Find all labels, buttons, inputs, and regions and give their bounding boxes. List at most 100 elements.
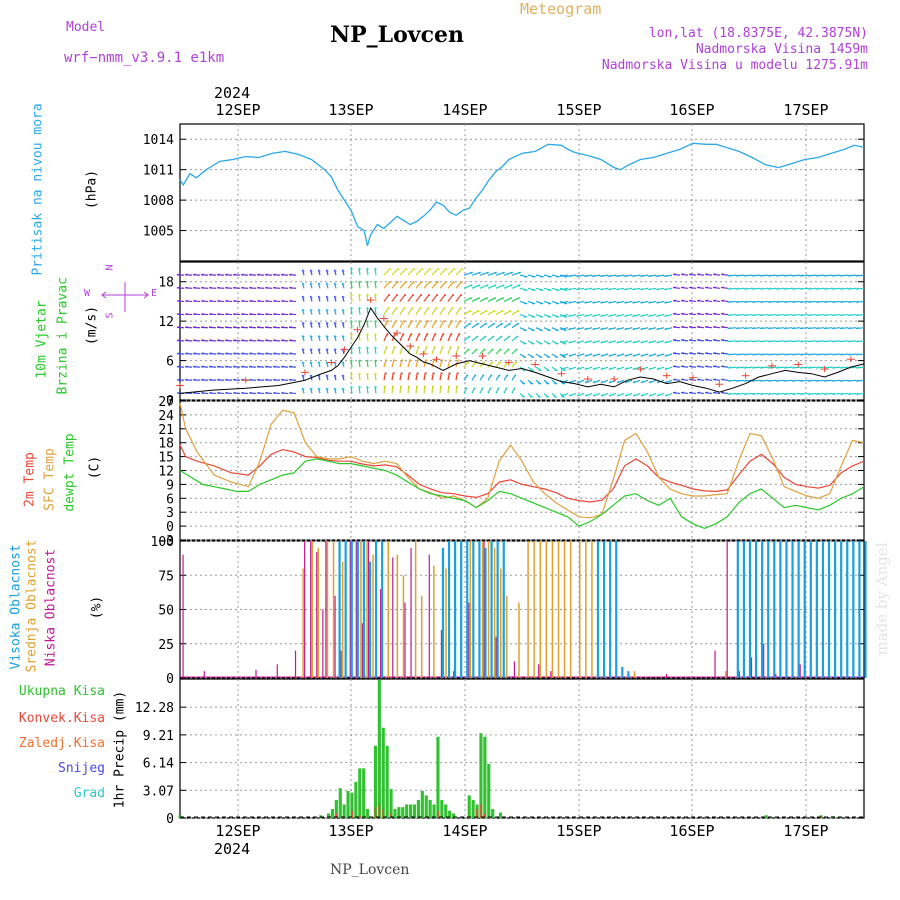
wind-arrow-head — [318, 295, 321, 298]
wind-arrow-head — [775, 392, 779, 395]
wind-arrow-head — [386, 346, 389, 349]
wind-arrow-head — [192, 365, 196, 368]
wind-arrow-head — [600, 380, 604, 384]
wind-arrow-head — [280, 365, 284, 368]
wind-arrow-head — [374, 333, 377, 336]
wind-arrow — [309, 295, 313, 302]
wind-arrow-head — [751, 366, 755, 369]
total-rain-bar — [401, 807, 405, 818]
wind-arrow-head — [576, 287, 579, 291]
wind-arrow — [487, 322, 495, 329]
wind-arrow-head — [200, 326, 204, 328]
convective-rain-bar — [480, 804, 482, 818]
wind-arrow-head — [546, 369, 550, 372]
wind-arrow-head — [326, 269, 329, 272]
wind-arrow-head — [469, 310, 472, 313]
model-name: wrf−nmm_v3.9.1 e1km — [64, 50, 225, 66]
wind-arrow-head — [456, 372, 459, 375]
total-rain-bar — [385, 745, 389, 818]
wind-arrow-head — [823, 274, 827, 277]
wind-arrow-head — [288, 286, 292, 289]
total-rain-bar — [498, 812, 503, 818]
wind-arrow — [431, 346, 436, 355]
wind-arrow-head — [411, 320, 414, 323]
wind-arrow-head — [272, 378, 276, 381]
wind-arrow-head — [656, 394, 660, 397]
wind-arrow-head — [366, 307, 369, 310]
wind-arrow-head — [600, 341, 603, 344]
wind-arrow-head — [342, 387, 345, 390]
wind-arrow — [309, 335, 313, 342]
wind-arrow — [439, 306, 446, 315]
wind-arrow-head — [232, 312, 236, 315]
wind-arrow-head — [592, 367, 595, 370]
wind-arrow — [309, 269, 313, 276]
wind-arrow-head — [318, 361, 321, 364]
wind-arrow-head — [334, 374, 337, 377]
wind-arrow-head — [783, 274, 787, 277]
wind-arrow — [487, 361, 493, 368]
wind-arrow-head — [721, 312, 725, 315]
wind-arrow-head — [783, 392, 787, 395]
wind-arrow — [439, 293, 446, 302]
wind-arrow-head — [656, 354, 659, 357]
wind-arrow-head — [608, 341, 611, 344]
wind-arrow — [471, 348, 478, 355]
wind-arrow-head — [176, 286, 180, 289]
wind-arrow-head — [632, 287, 635, 291]
wind-arrow-head — [576, 327, 579, 330]
wind-arrow — [431, 372, 434, 381]
wind-arrow-head — [640, 380, 644, 384]
wind-arrow-head — [759, 392, 763, 395]
wind-arrow-head — [799, 313, 803, 316]
wind-arrow-head — [435, 320, 438, 323]
convective-rain-bar — [476, 808, 478, 818]
wind-arrow-head — [847, 326, 851, 329]
wind-arrow-head — [791, 326, 795, 329]
wind-arrow — [463, 271, 473, 276]
wind-arrow-head — [721, 273, 725, 275]
wind-arrow-head — [616, 274, 619, 277]
wind-arrow-head — [192, 273, 196, 276]
wind-arrow-head — [560, 341, 563, 344]
convective-rain-bar — [820, 816, 822, 818]
wind-arrow-head — [608, 327, 611, 330]
wind-arrow-head — [288, 352, 292, 355]
wind-arrow-head — [288, 273, 292, 276]
wind-arrow — [495, 284, 505, 289]
wind-arrow-head — [799, 392, 803, 395]
wind-arrow-head — [839, 353, 843, 356]
wind-arrow-head — [302, 335, 305, 338]
wind-arrow-head — [288, 339, 292, 341]
wind-arrow-head — [632, 394, 636, 397]
wind-arrow — [503, 348, 510, 355]
wind-arrow-head — [418, 346, 421, 349]
wind-arrow-head — [648, 314, 651, 317]
wind-arrow-head — [721, 339, 725, 341]
wind-arrow-head — [318, 282, 321, 285]
wind-arrow-head — [384, 372, 387, 375]
wind-arrow — [439, 385, 442, 394]
wind-arrow — [463, 297, 472, 302]
wind-arrow — [487, 387, 492, 394]
wind-arrow-head — [384, 385, 387, 388]
convective-rain-bar — [374, 807, 377, 818]
wind-arrow — [600, 353, 609, 357]
year-top: 2024 — [214, 84, 251, 102]
wind-arrow — [374, 359, 377, 368]
wind-arrow — [439, 359, 443, 368]
wind-arrow-head — [272, 391, 276, 394]
wind-arrow — [325, 335, 329, 342]
wind-arrow — [609, 392, 617, 397]
wind-arrow-head — [592, 380, 596, 384]
wind-arrow-head — [855, 274, 859, 277]
bottom-date-label-0: 12SEP — [215, 822, 260, 840]
wind-arrow-head — [560, 354, 563, 357]
wind-arrow-head — [302, 348, 305, 351]
wind-arrow-head — [310, 269, 313, 272]
wind-arrow-head — [326, 308, 329, 312]
wind-arrow-head — [823, 379, 827, 382]
wind-arrow-head — [216, 286, 220, 289]
wind-arrow-head — [721, 352, 725, 354]
wind-arrow-head — [366, 267, 369, 270]
